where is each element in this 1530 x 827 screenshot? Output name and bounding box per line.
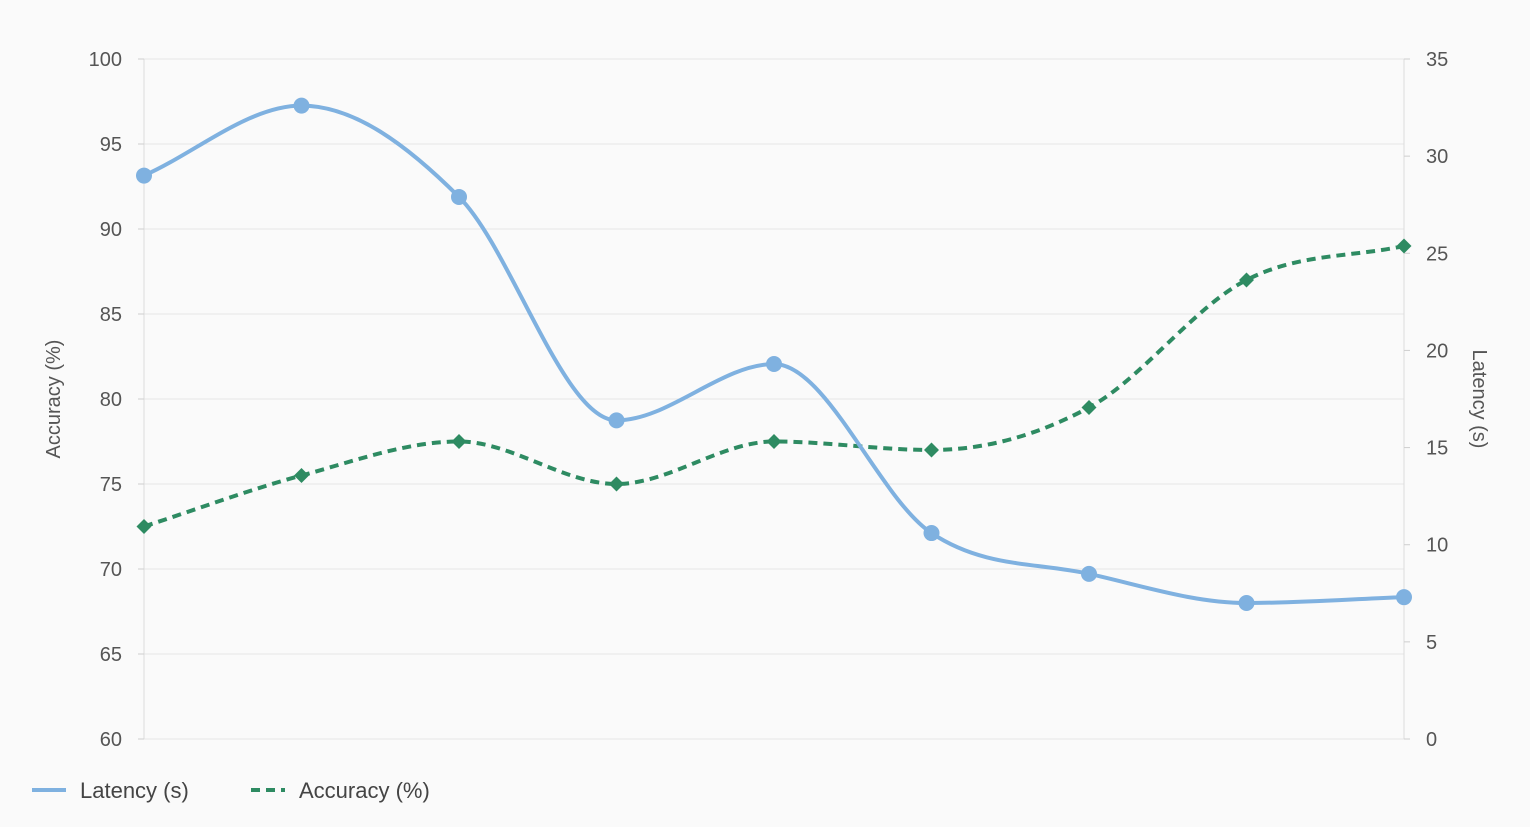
left-tick-label: 90 [100, 219, 122, 241]
right-axis-title: Latency (s) [1468, 350, 1490, 449]
accuracy-point[interactable] [294, 468, 309, 483]
left-tick-label: 85 [100, 304, 122, 326]
right-tick-label: 15 [1426, 438, 1448, 460]
latency-series [136, 97, 1412, 611]
latency-point[interactable] [608, 412, 625, 429]
right-tick-label: 10 [1426, 535, 1448, 557]
accuracy-point[interactable] [924, 442, 939, 458]
latency-point[interactable] [766, 356, 782, 373]
right-tick-label: 20 [1426, 340, 1448, 362]
left-axis-title: Accuracy (%) [43, 340, 65, 459]
accuracy-point[interactable] [136, 519, 152, 534]
latency-point[interactable] [1396, 589, 1412, 606]
legend-label-accuracy: Accuracy (%) [299, 778, 430, 803]
legend-item-latency[interactable]: Latency (s) [32, 778, 189, 803]
latency-point[interactable] [293, 97, 310, 114]
axes: 60 65 70 75 80 85 90 95 100 0 5 10 15 20 25 30 35 Accurac… [43, 49, 1490, 751]
legend: Latency (s) Accuracy (%) [32, 778, 430, 803]
left-tick-label: 70 [100, 559, 122, 581]
accuracy-point[interactable] [766, 434, 782, 449]
left-tick-label: 80 [100, 389, 122, 411]
accuracy-point[interactable] [451, 434, 467, 449]
right-tick-label: 35 [1426, 49, 1448, 71]
latency-line [143, 103, 1405, 605]
latency-point[interactable] [136, 167, 152, 184]
left-tick-label: 100 [89, 49, 122, 71]
right-tick-label: 0 [1426, 729, 1437, 751]
left-tick-label: 60 [100, 729, 122, 751]
legend-item-accuracy[interactable]: Accuracy (%) [251, 778, 430, 803]
legend-label-latency: Latency (s) [80, 778, 189, 803]
accuracy-point[interactable] [1239, 272, 1254, 288]
accuracy-point[interactable] [1396, 238, 1412, 254]
accuracy-point[interactable] [609, 476, 624, 492]
left-tick-label: 75 [100, 474, 122, 496]
latency-point[interactable] [451, 188, 467, 205]
latency-point[interactable] [1081, 565, 1097, 582]
latency-point[interactable] [1238, 595, 1255, 611]
gridlines [144, 58, 1404, 740]
accuracy-series [136, 238, 1412, 534]
latency-point[interactable] [923, 525, 940, 542]
right-tick-label: 25 [1426, 243, 1448, 265]
right-tick-label: 30 [1426, 146, 1448, 168]
right-tick-label: 5 [1426, 632, 1437, 654]
accuracy-point[interactable] [1081, 400, 1097, 415]
left-tick-label: 95 [100, 134, 122, 156]
series-layer [136, 97, 1412, 611]
left-tick-label: 65 [100, 644, 122, 666]
